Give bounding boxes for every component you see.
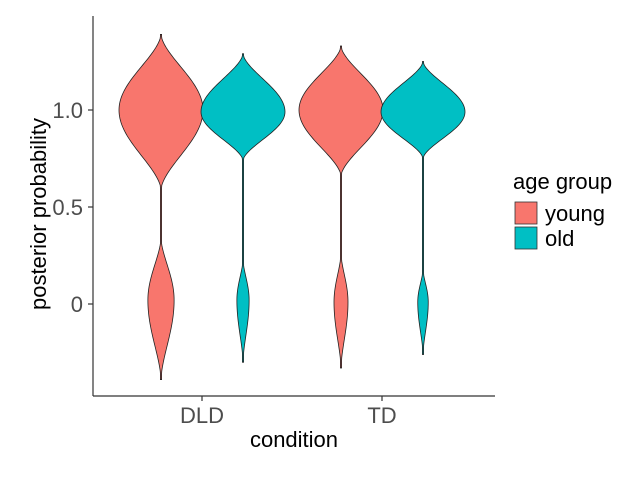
x-axis-ticks: DLD TD	[180, 396, 397, 428]
violin-old-dld	[200, 53, 286, 363]
legend-swatch-old	[514, 226, 538, 250]
y-tick-label: 1.0	[52, 98, 83, 123]
legend-label-young: young	[545, 201, 605, 226]
violin-young-dld	[118, 33, 204, 381]
y-axis-title: posterior probability	[26, 118, 51, 310]
legend-label-old: old	[545, 226, 574, 251]
y-axis-ticks: 0 0.5 1.0	[52, 98, 93, 317]
legend-swatch-young	[514, 201, 538, 225]
legend-title: age group	[513, 169, 612, 194]
violin-old-td	[380, 61, 466, 355]
x-tick-label-td: TD	[367, 403, 396, 428]
x-tick-label-dld: DLD	[180, 403, 224, 428]
plot-area	[118, 33, 466, 381]
y-tick-label: 0	[71, 292, 83, 317]
x-axis-title: condition	[250, 427, 338, 452]
violin-young-td	[298, 45, 384, 369]
y-tick-label: 0.5	[52, 195, 83, 220]
